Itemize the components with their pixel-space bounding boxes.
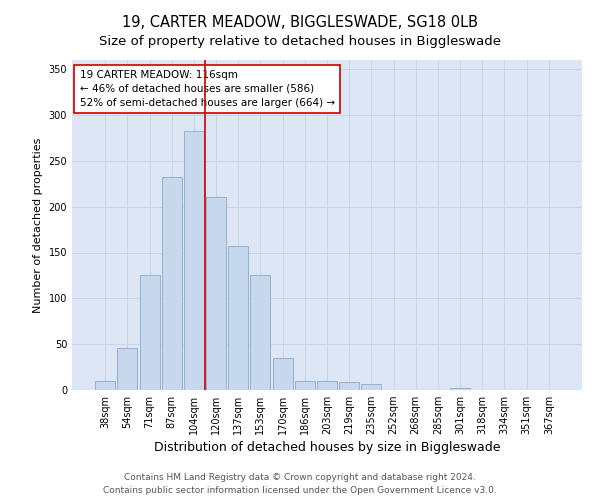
Bar [118,348,137,390]
Bar [295,381,315,390]
Bar [450,388,470,390]
Bar [339,382,359,390]
Bar [228,246,248,390]
Bar [140,274,160,390]
Y-axis label: Number of detached properties: Number of detached properties [33,138,43,312]
Bar [250,276,271,390]
Bar [95,381,115,390]
Text: 19, CARTER MEADOW, BIGGLESWADE, SG18 0LB: 19, CARTER MEADOW, BIGGLESWADE, SG18 0LB [122,15,478,30]
Text: 19 CARTER MEADOW: 116sqm
← 46% of detached houses are smaller (586)
52% of semi-: 19 CARTER MEADOW: 116sqm ← 46% of detach… [80,70,335,108]
Bar [317,381,337,390]
Text: Contains HM Land Registry data © Crown copyright and database right 2024.
Contai: Contains HM Land Registry data © Crown c… [103,473,497,495]
X-axis label: Distribution of detached houses by size in Biggleswade: Distribution of detached houses by size … [154,442,500,454]
Bar [206,198,226,390]
Bar [272,358,293,390]
Bar [184,130,204,390]
Bar [162,178,182,390]
Bar [361,384,382,390]
Text: Size of property relative to detached houses in Biggleswade: Size of property relative to detached ho… [99,35,501,48]
